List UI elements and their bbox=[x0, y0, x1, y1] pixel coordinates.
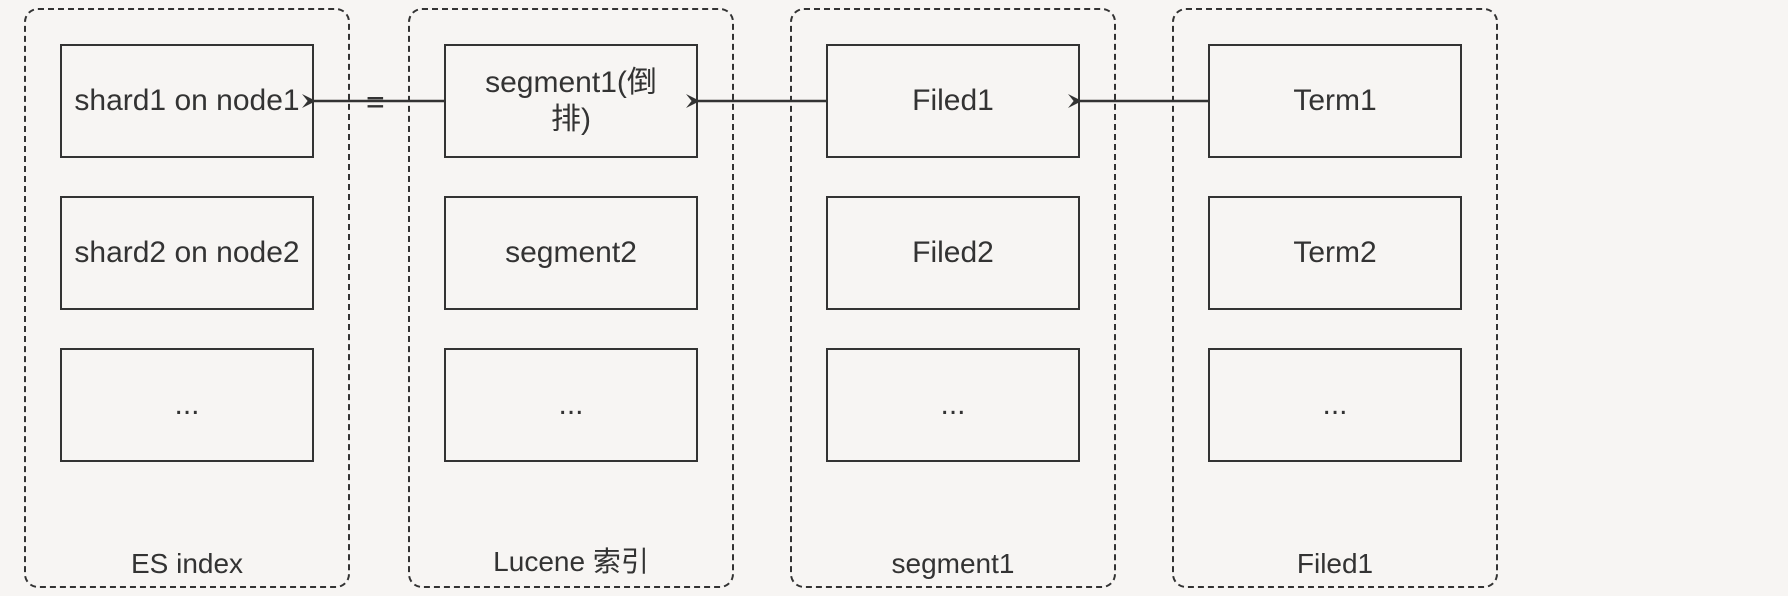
box-b21: segment1(倒排) bbox=[444, 44, 698, 158]
equals-label: = bbox=[366, 84, 385, 121]
box-b22: segment2 bbox=[444, 196, 698, 310]
container-label-c3: segment1 bbox=[892, 548, 1015, 580]
box-b43: ... bbox=[1208, 348, 1462, 462]
container-label-c2: Lucene 索引 bbox=[493, 540, 649, 580]
box-b12: shard2 on node2 bbox=[60, 196, 314, 310]
box-b42: Term2 bbox=[1208, 196, 1462, 310]
box-b31: Filed1 bbox=[826, 44, 1080, 158]
box-b41: Term1 bbox=[1208, 44, 1462, 158]
box-b11: shard1 on node1 bbox=[60, 44, 314, 158]
container-label-c1: ES index bbox=[131, 548, 243, 580]
container-label-c4: Filed1 bbox=[1297, 548, 1373, 580]
box-b13: ... bbox=[60, 348, 314, 462]
box-b23: ... bbox=[444, 348, 698, 462]
box-b33: ... bbox=[826, 348, 1080, 462]
box-b32: Filed2 bbox=[826, 196, 1080, 310]
